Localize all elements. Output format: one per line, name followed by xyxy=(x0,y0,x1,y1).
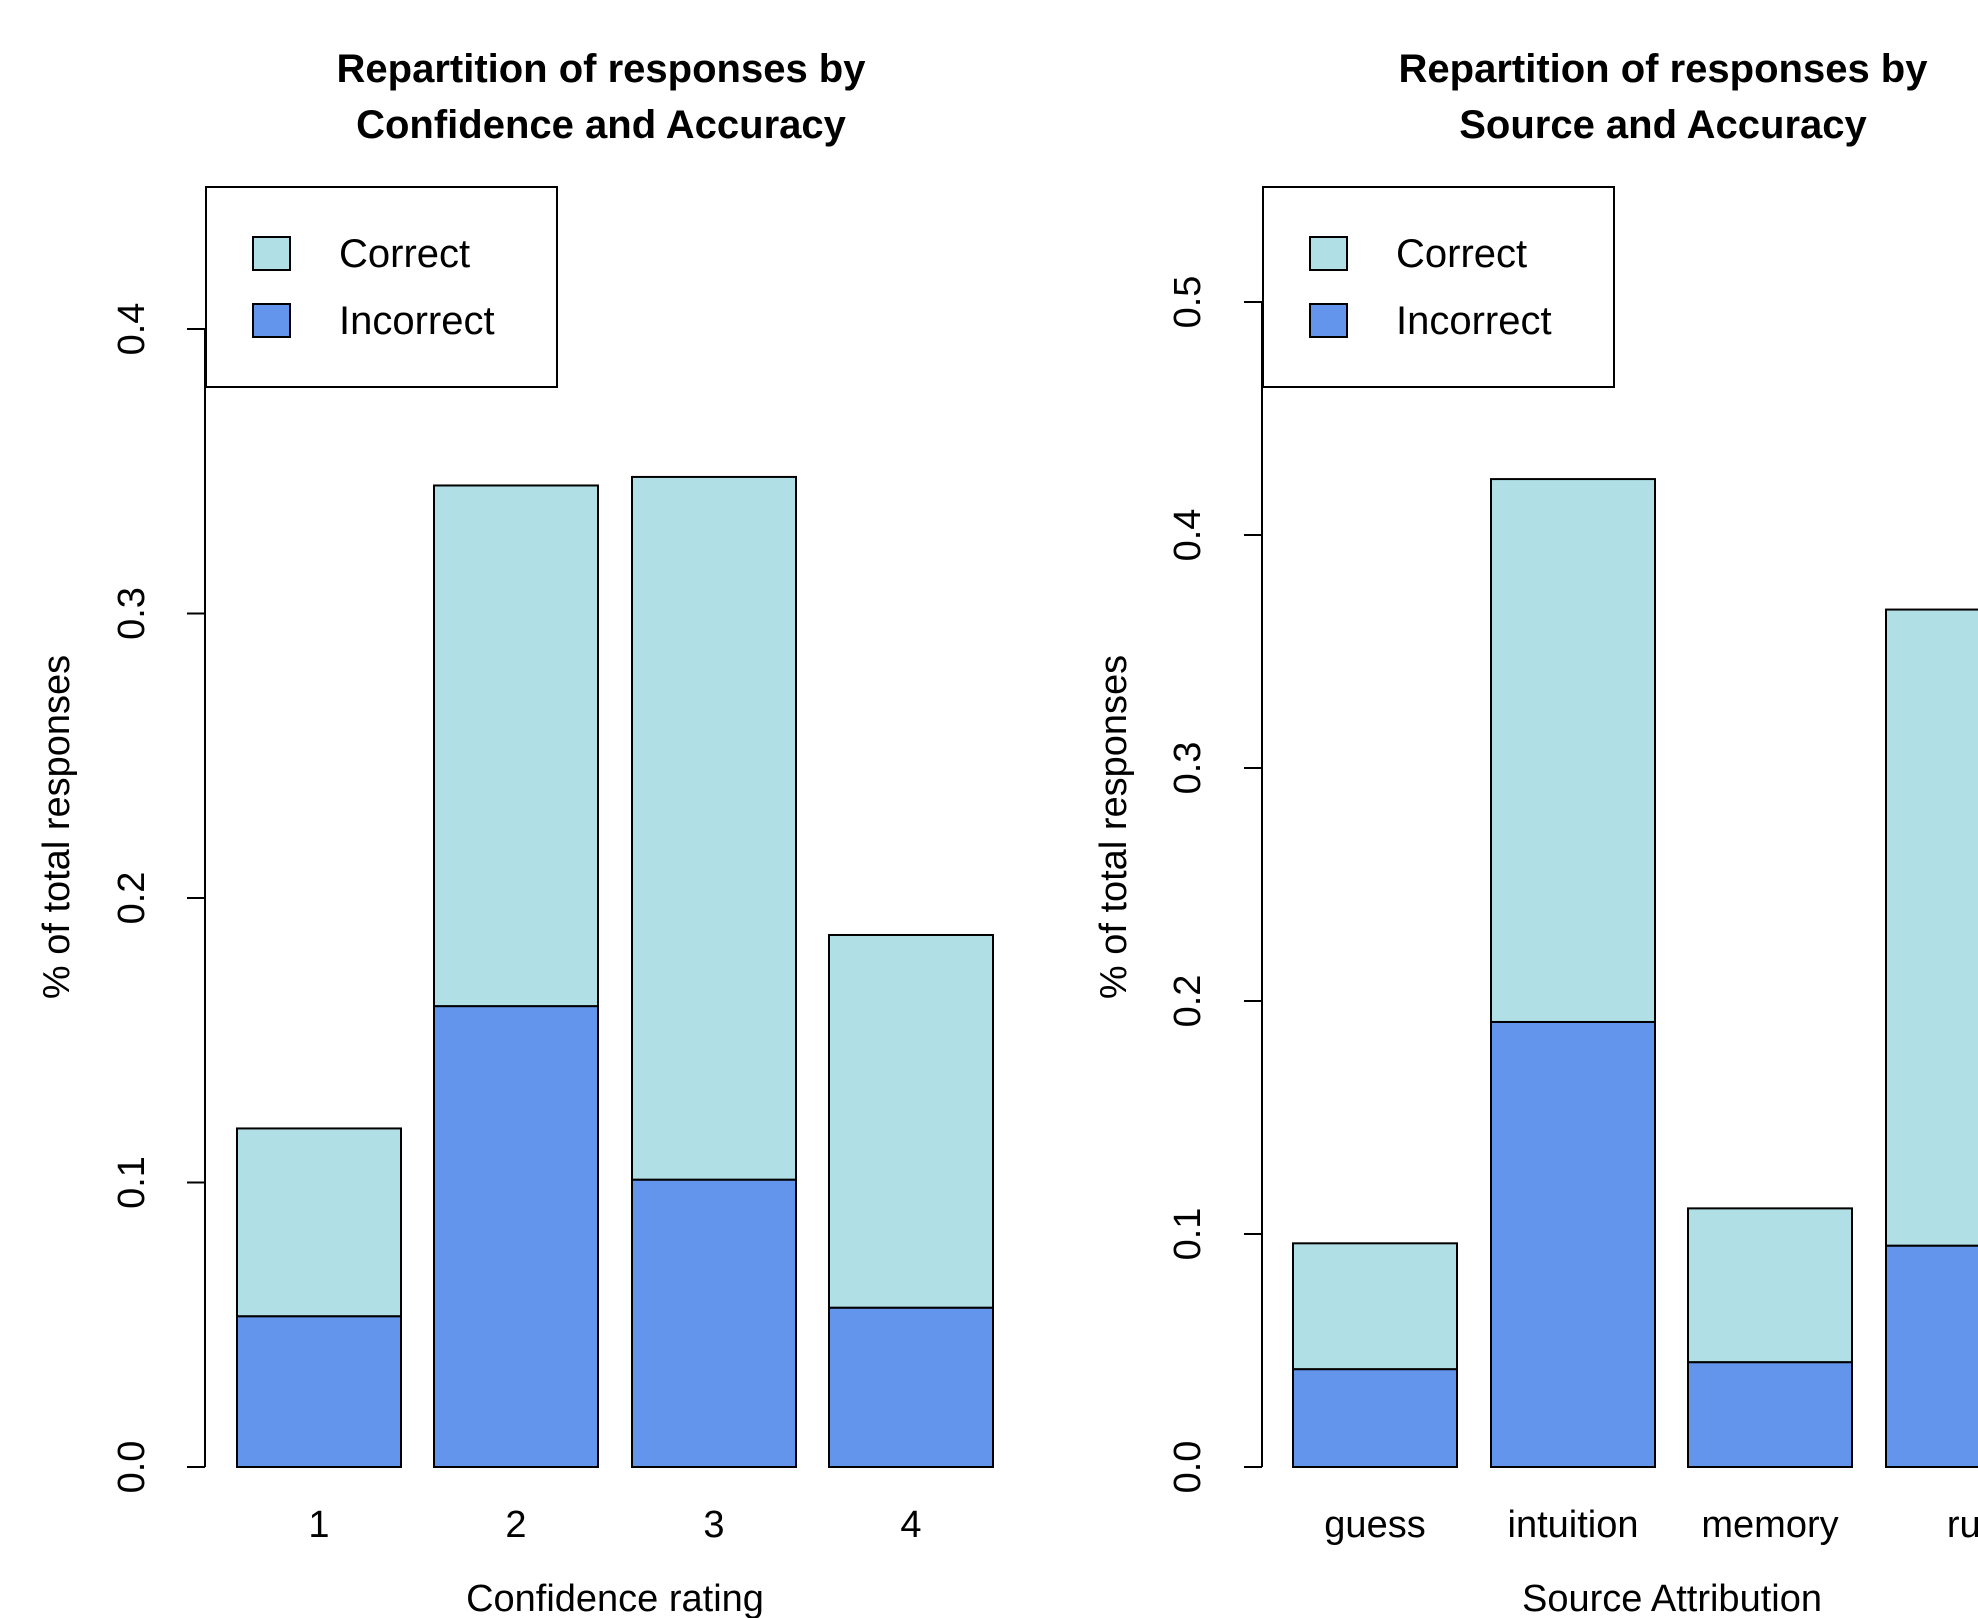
y-tick-label: 0.0 xyxy=(1167,1441,1209,1494)
bar-correct xyxy=(1490,478,1656,1023)
bar-correct xyxy=(828,933,994,1309)
y-tick-label: 0.5 xyxy=(1167,276,1209,329)
legend-swatch-incorrect xyxy=(1309,303,1348,338)
legend-label-correct: Correct xyxy=(1396,232,1527,276)
legend: Correct Incorrect xyxy=(205,186,558,388)
chart-title-line: Repartition of responses by xyxy=(1399,47,1929,91)
x-axis-label: Confidence rating xyxy=(466,1578,764,1618)
legend-swatch-correct xyxy=(252,236,291,271)
bar-incorrect xyxy=(1490,1020,1656,1468)
x-axis-label: Source Attribution xyxy=(1522,1578,1822,1618)
chart-title-line: Repartition of responses by xyxy=(337,47,867,91)
bar-correct xyxy=(1292,1242,1458,1371)
legend-box xyxy=(1262,186,1615,388)
x-tick-label: guess xyxy=(1324,1504,1425,1546)
legend-box xyxy=(205,186,558,388)
bar-correct xyxy=(433,484,599,1008)
chart-title-line: Confidence and Accuracy xyxy=(356,103,847,147)
x-tick-label: memory xyxy=(1701,1504,1838,1546)
x-tick-label: 1 xyxy=(308,1504,329,1546)
y-axis-label: % of total responses xyxy=(36,655,78,999)
y-tick-label: 0.2 xyxy=(111,872,153,925)
x-tick-label: rul xyxy=(1947,1504,1978,1546)
bar-incorrect xyxy=(828,1306,994,1469)
y-axis-label: % of total responses xyxy=(1093,655,1135,999)
x-tick-label: intuition xyxy=(1508,1504,1639,1546)
y-tick-label: 0.4 xyxy=(111,303,153,356)
chart-title-line: Source and Accuracy xyxy=(1459,103,1867,147)
y-tick-label: 0.2 xyxy=(1167,975,1209,1028)
x-tick-label: 2 xyxy=(505,1504,526,1546)
y-tick-label: 0.1 xyxy=(111,1156,153,1209)
y-tick-label: 0.1 xyxy=(1167,1208,1209,1261)
y-tick-label: 0.0 xyxy=(111,1441,153,1494)
y-tick-label: 0.4 xyxy=(1167,509,1209,562)
y-tick-label: 0.3 xyxy=(111,587,153,640)
legend: Correct Incorrect xyxy=(1262,186,1615,388)
legend-label-incorrect: Incorrect xyxy=(1396,299,1552,343)
bar-correct xyxy=(1687,1207,1853,1364)
bar-incorrect xyxy=(1292,1368,1458,1469)
y-tick-label: 0.3 xyxy=(1167,742,1209,795)
bar-correct xyxy=(631,475,797,1181)
bar-incorrect xyxy=(236,1315,402,1468)
chart-panel-2: Repartition of responses by Source and Ac… xyxy=(1093,47,1978,1618)
legend-label-correct: Correct xyxy=(339,232,470,276)
x-tick-label: 3 xyxy=(703,1504,724,1546)
legend-label-incorrect: Incorrect xyxy=(339,299,495,343)
x-tick-label: 4 xyxy=(900,1504,921,1546)
legend-swatch-correct xyxy=(1309,236,1348,271)
chart-panel-1: Repartition of responses by Confidence an… xyxy=(36,47,994,1618)
bar-incorrect xyxy=(433,1005,599,1468)
bar-incorrect xyxy=(631,1178,797,1469)
legend-swatch-incorrect xyxy=(252,303,291,338)
bar-incorrect xyxy=(1885,1244,1978,1469)
bar-incorrect xyxy=(1687,1361,1853,1469)
bar-correct xyxy=(236,1127,402,1318)
bar-correct xyxy=(1885,608,1978,1247)
